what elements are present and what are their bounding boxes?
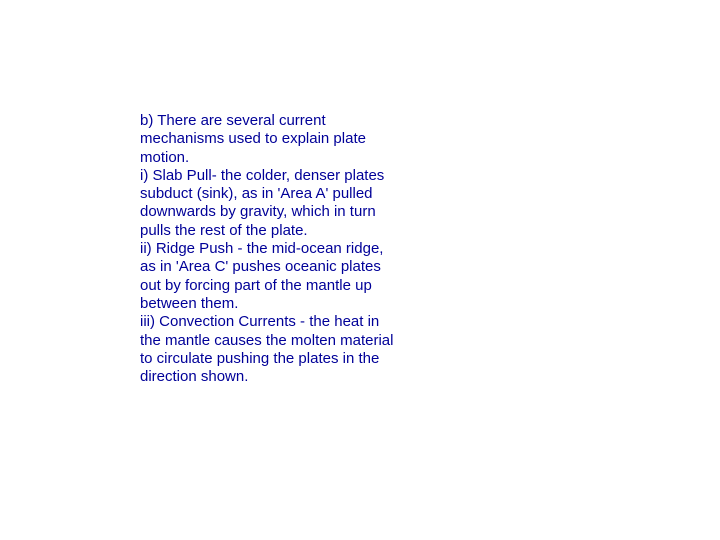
- paragraph-b-intro: b) There are several current mechanisms …: [140, 112, 400, 167]
- paragraph-i-slab-pull: i) Slab Pull- the colder, denser plates …: [140, 167, 400, 240]
- text-block: b) There are several current mechanisms …: [140, 112, 400, 386]
- paragraph-iii-convection: iii) Convection Currents - the heat in t…: [140, 313, 400, 386]
- paragraph-ii-ridge-push: ii) Ridge Push - the mid-ocean ridge, as…: [140, 240, 400, 313]
